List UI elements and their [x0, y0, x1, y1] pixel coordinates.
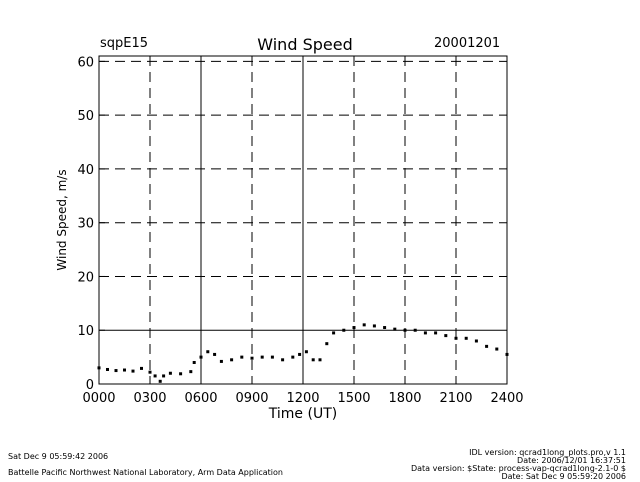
- data-points: [97, 323, 509, 383]
- data-point: [444, 334, 448, 338]
- data-point: [311, 358, 315, 362]
- y-tick-label: 40: [77, 163, 94, 178]
- data-point: [423, 331, 427, 335]
- data-point: [352, 326, 356, 330]
- chart-title: Wind Speed: [257, 35, 353, 54]
- data-point: [342, 328, 346, 332]
- data-point: [162, 374, 166, 378]
- data-point: [106, 367, 109, 371]
- data-point: [219, 359, 223, 363]
- data-point: [250, 356, 254, 360]
- y-tick-label: 0: [86, 378, 94, 393]
- data-point: [240, 355, 244, 359]
- x-tick-label: 1800: [388, 391, 421, 406]
- data-point: [281, 358, 285, 362]
- data-point: [325, 342, 329, 346]
- x-tick-label: 0600: [184, 391, 217, 406]
- data-point: [304, 350, 308, 354]
- data-point: [179, 372, 183, 376]
- chart-grid: [99, 56, 507, 384]
- y-tick-label: 30: [77, 217, 94, 232]
- data-point: [140, 366, 143, 370]
- data-point: [332, 331, 336, 335]
- data-point: [213, 352, 217, 356]
- run-date: Sat Dec 9 05:59:42 2006: [8, 452, 109, 461]
- data-point: [413, 328, 417, 332]
- data-point: [464, 336, 468, 340]
- data-point: [318, 358, 322, 362]
- data-point: [131, 369, 135, 373]
- file-date: Date: 2006/12/01 16:37:51: [517, 456, 626, 465]
- y-axis-label: Wind Speed, m/s: [55, 169, 69, 270]
- x-axis: 0000 0300 0600 0900 1200 1500 1800 2100 2400: [82, 378, 524, 406]
- x-tick-label: 0000: [82, 391, 115, 406]
- y-tick-label: 50: [77, 109, 94, 124]
- y-tick-label: 20: [77, 270, 94, 285]
- y-tick-label: 60: [77, 55, 94, 70]
- y-axis: 0 10 20 30 40 50 60: [77, 55, 105, 393]
- data-point: [291, 355, 295, 359]
- data-point: [403, 328, 407, 332]
- data-point: [362, 323, 366, 327]
- data-point: [148, 370, 152, 374]
- data-point: [158, 379, 162, 383]
- data-date: Date: Sat Dec 9 05:59:20 2006: [501, 472, 626, 481]
- data-point: [393, 327, 397, 331]
- date-label: 20001201: [434, 36, 501, 51]
- data-point: [260, 355, 264, 359]
- data-point: [270, 355, 274, 359]
- data-version: Data version: $State: process-vap-qcrad1…: [410, 464, 626, 473]
- site-label: sqpE15: [100, 36, 149, 51]
- data-point: [153, 374, 157, 378]
- data-point: [495, 347, 499, 351]
- data-point: [383, 326, 387, 330]
- data-point: [474, 339, 478, 343]
- x-tick-label: 1500: [337, 391, 370, 406]
- lab-credit: Battelle Pacific Northwest National Labo…: [8, 468, 283, 477]
- data-point: [230, 358, 234, 362]
- data-point: [123, 368, 126, 372]
- x-axis-label: Time (UT): [268, 406, 337, 422]
- y-tick-label: 10: [77, 324, 94, 339]
- data-point: [168, 371, 172, 375]
- data-point: [372, 324, 376, 328]
- data-point: [298, 352, 302, 356]
- data-point: [206, 350, 210, 354]
- x-tick-label: 2100: [439, 391, 472, 406]
- x-tick-label: 2400: [490, 391, 523, 406]
- data-point: [485, 344, 489, 348]
- data-point: [114, 369, 118, 373]
- data-point: [434, 331, 438, 335]
- idl-version: IDL version: qcrad1long_plots.pro,v 1.1: [469, 448, 626, 457]
- data-point: [189, 370, 193, 374]
- x-tick-label: 0900: [235, 391, 268, 406]
- x-tick-label: 1200: [286, 391, 319, 406]
- x-tick-label: 0300: [133, 391, 166, 406]
- data-point: [192, 360, 196, 364]
- data-point: [199, 355, 203, 359]
- data-point: [454, 336, 458, 340]
